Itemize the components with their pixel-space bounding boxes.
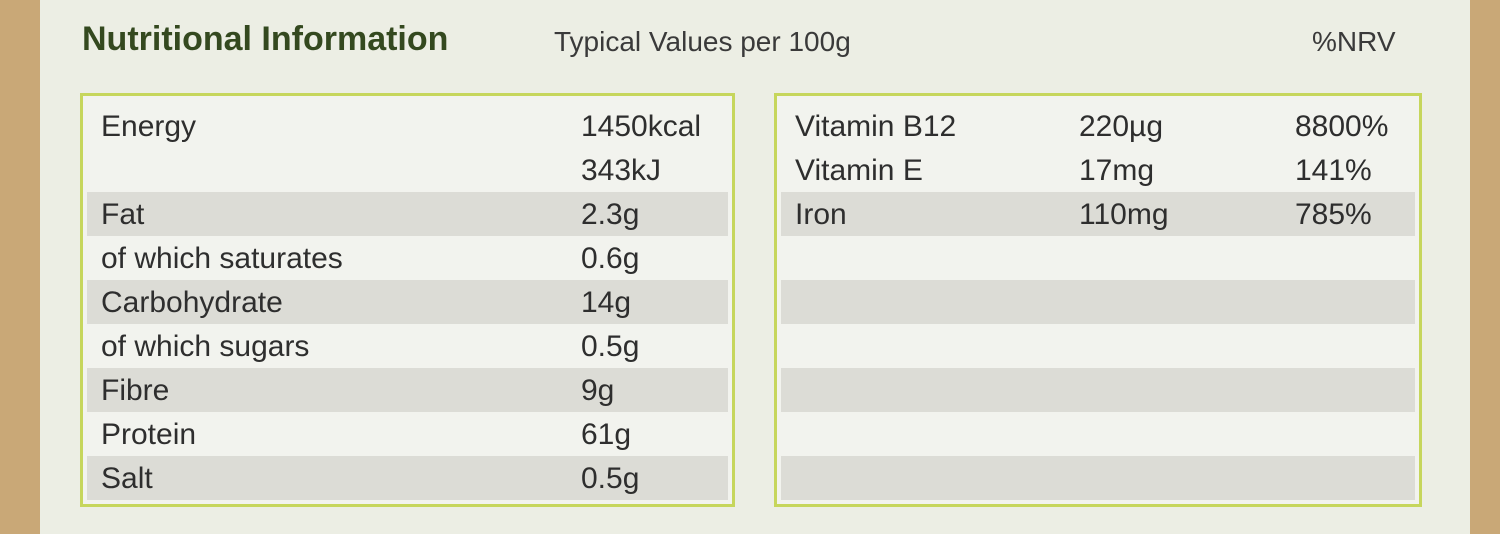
- cell-amount: 110mg: [1079, 198, 1169, 231]
- cell-value: 2.3g: [581, 198, 640, 231]
- table-row: Vitamin E 17mg 141%: [781, 148, 1415, 192]
- nrv-heading: %NRV: [1312, 26, 1396, 57]
- cell-value: 61g: [581, 418, 632, 451]
- cell-name: of which saturates: [101, 242, 343, 275]
- vitamin-table: Vitamin B12 220µg 8800% Vitamin E 17mg 141% Ir…: [774, 93, 1422, 507]
- table-row: [781, 280, 1415, 324]
- table-row: Vitamin B12 220µg 8800%: [781, 104, 1415, 148]
- table-row: of which saturates 0.6g: [87, 236, 728, 280]
- cell-value: 1450kcal: [581, 110, 702, 143]
- cell-name: Vitamin E: [795, 154, 923, 187]
- cell-nrv: 785%: [1295, 198, 1372, 231]
- cell-nrv: 8800%: [1295, 110, 1389, 143]
- subtitle: Typical Values per 100g: [554, 26, 851, 57]
- table-row: [781, 324, 1415, 368]
- cell-value: 14g: [581, 286, 632, 319]
- cell-name: Iron: [795, 198, 847, 231]
- cell-value: 0.6g: [581, 242, 640, 275]
- nutrition-table: Energy 1450kcal 343kJ Fat 2.3g of which satur…: [80, 93, 735, 507]
- cell-name: Vitamin B12: [795, 110, 957, 143]
- table-row: Fat 2.3g: [87, 192, 728, 236]
- table-row: Fibre 9g: [87, 368, 728, 412]
- table-row: [781, 236, 1415, 280]
- label-panel: Nutritional Information Typical Values p…: [40, 0, 1470, 534]
- title: Nutritional Information: [82, 20, 449, 58]
- table-row: Iron 110mg 785%: [781, 192, 1415, 236]
- table-row: [781, 456, 1415, 500]
- cell-nrv: 141%: [1295, 154, 1372, 187]
- cell-value: 9g: [581, 374, 615, 407]
- cell-name: Fat: [101, 198, 145, 231]
- table-row: [781, 368, 1415, 412]
- table-row: Carbohydrate 14g: [87, 280, 728, 324]
- table-row: [781, 412, 1415, 456]
- cell-name: Carbohydrate: [101, 286, 283, 319]
- cell-amount: 220µg: [1079, 110, 1164, 143]
- table-row: of which sugars 0.5g: [87, 324, 728, 368]
- table-row: 343kJ: [87, 148, 728, 192]
- cell-name: of which sugars: [101, 330, 310, 363]
- table-row: Energy 1450kcal: [87, 104, 728, 148]
- cell-value: 343kJ: [581, 154, 662, 187]
- cell-name: Energy: [101, 110, 197, 143]
- cell-amount: 17mg: [1079, 154, 1155, 187]
- cell-value: 0.5g: [581, 462, 640, 495]
- cell-name: Salt: [101, 462, 153, 495]
- cell-value: 0.5g: [581, 330, 640, 363]
- cell-name: Fibre: [101, 374, 170, 407]
- table-row: Salt 0.5g: [87, 456, 728, 500]
- table-row: Protein 61g: [87, 412, 728, 456]
- cell-name: Protein: [101, 418, 197, 451]
